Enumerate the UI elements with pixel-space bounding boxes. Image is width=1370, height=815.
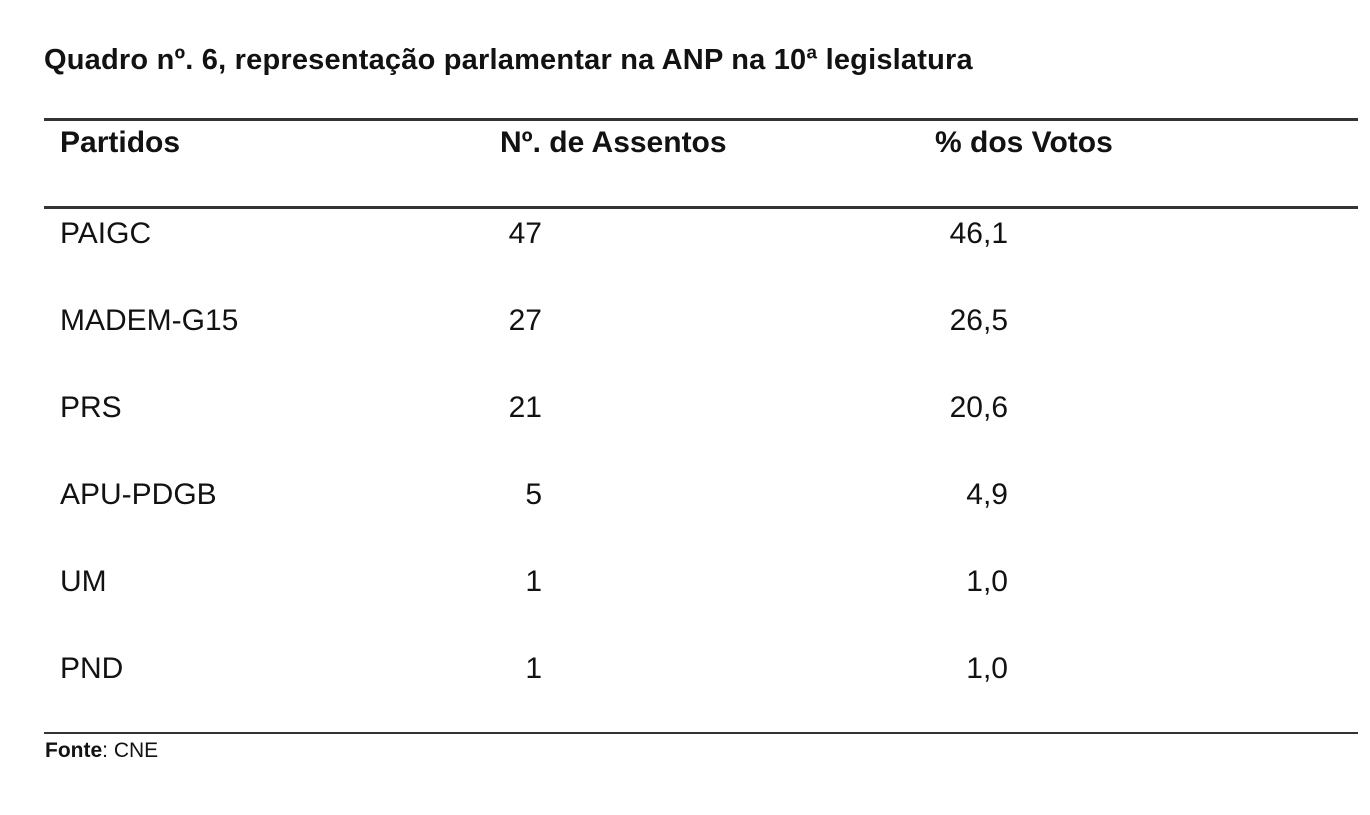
cell-party: UM [60, 565, 107, 598]
cell-seats: 47 [508, 217, 542, 250]
cell-votes-pct: 4,9 [966, 478, 1008, 511]
cell-votes-pct: 20,6 [949, 391, 1008, 424]
table-row: APU-PDGB 5 4,9 [44, 471, 1358, 558]
column-header-votos: % dos Votos [935, 126, 1113, 159]
cell-seats: 1 [525, 652, 542, 685]
table-row: PRS 21 20,6 [44, 384, 1358, 471]
cell-party: MADEM-G15 [60, 304, 239, 337]
cell-seats: 21 [508, 391, 542, 424]
source-label: Fonte [45, 739, 103, 762]
table-row: UM 1 1,0 [44, 558, 1358, 645]
table-bottom-rule [44, 732, 1358, 734]
table-caption: Quadro nº. 6, representação parlamentar … [44, 44, 973, 76]
table-row: PND 1 1,0 [44, 645, 1358, 732]
source-value: : CNE [102, 739, 159, 762]
cell-party: PRS [60, 391, 122, 424]
cell-seats: 1 [525, 565, 542, 598]
table-row: MADEM-G15 27 26,5 [44, 297, 1358, 384]
cell-seats: 27 [508, 304, 542, 337]
column-header-assentos: Nº. de Assentos [500, 126, 727, 159]
cell-party: APU-PDGB [60, 478, 217, 511]
cell-party: PAIGC [60, 217, 152, 250]
table-header-rule [44, 206, 1358, 209]
source-note: Fonte: CNE [45, 739, 158, 763]
cell-party: PND [60, 652, 124, 685]
table-header-row: Partidos Nº. de Assentos % dos Votos [44, 126, 1358, 186]
cell-votes-pct: 1,0 [966, 565, 1008, 598]
cell-seats: 5 [525, 478, 542, 511]
table-top-rule [44, 118, 1358, 121]
column-header-partidos: Partidos [60, 126, 181, 159]
cell-votes-pct: 26,5 [949, 304, 1008, 337]
cell-votes-pct: 1,0 [966, 652, 1008, 685]
cell-votes-pct: 46,1 [949, 217, 1008, 250]
table-row: PAIGC 47 46,1 [44, 210, 1358, 297]
